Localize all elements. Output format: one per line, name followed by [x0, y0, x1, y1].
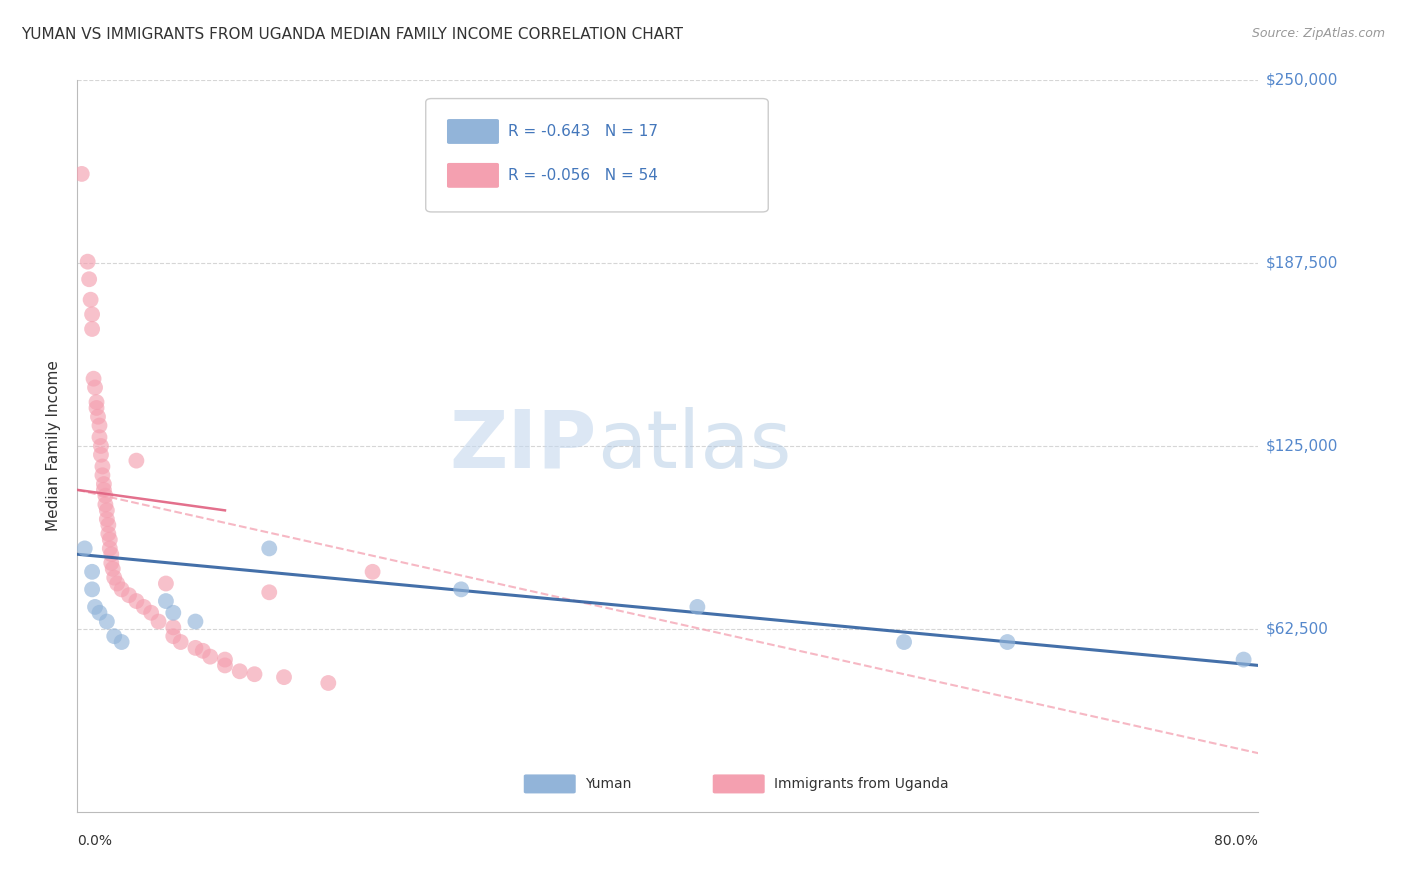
Point	[70, 167, 93, 181]
Point	[191, 644, 214, 658]
Point	[184, 640, 207, 655]
Point	[82, 565, 104, 579]
Point	[79, 293, 101, 307]
Point	[686, 599, 709, 614]
Point	[73, 541, 96, 556]
Point	[893, 635, 915, 649]
Point	[76, 254, 98, 268]
Point	[118, 588, 141, 602]
Point	[97, 526, 120, 541]
Text: R = -0.643   N = 17: R = -0.643 N = 17	[509, 124, 658, 139]
Point	[98, 541, 121, 556]
Point	[94, 489, 117, 503]
Point	[273, 670, 295, 684]
Point	[228, 665, 252, 679]
Point	[96, 503, 118, 517]
Point	[162, 620, 184, 634]
Point	[450, 582, 472, 597]
Point	[184, 615, 207, 629]
Point	[83, 372, 105, 386]
Text: $125,000: $125,000	[1265, 439, 1337, 453]
Point	[94, 498, 117, 512]
Point	[86, 395, 108, 409]
Text: Yuman: Yuman	[585, 777, 631, 791]
Point	[155, 576, 177, 591]
Point	[89, 418, 111, 433]
Point	[82, 307, 104, 321]
FancyBboxPatch shape	[524, 774, 575, 794]
Point	[89, 430, 111, 444]
Text: YUMAN VS IMMIGRANTS FROM UGANDA MEDIAN FAMILY INCOME CORRELATION CHART: YUMAN VS IMMIGRANTS FROM UGANDA MEDIAN F…	[21, 27, 683, 42]
Point	[148, 615, 170, 629]
Text: 80.0%: 80.0%	[1215, 834, 1258, 848]
Point	[90, 439, 112, 453]
Point	[259, 541, 281, 556]
Point	[96, 512, 118, 526]
Point	[91, 459, 114, 474]
Point	[997, 635, 1019, 649]
Point	[103, 571, 125, 585]
Point	[170, 635, 193, 649]
Point	[1233, 652, 1256, 666]
Point	[100, 556, 122, 570]
Point	[90, 448, 112, 462]
Text: $250,000: $250,000	[1265, 73, 1337, 87]
Point	[87, 409, 110, 424]
Point	[93, 477, 115, 491]
Point	[82, 322, 104, 336]
Point	[89, 606, 111, 620]
Point	[84, 380, 107, 394]
Point	[214, 658, 236, 673]
Text: $187,500: $187,500	[1265, 256, 1337, 270]
Point	[101, 562, 124, 576]
FancyBboxPatch shape	[447, 119, 499, 144]
Point	[91, 468, 114, 483]
Text: ZIP: ZIP	[450, 407, 598, 485]
Point	[84, 599, 107, 614]
Point	[162, 629, 184, 643]
Point	[77, 272, 100, 286]
Text: Source: ZipAtlas.com: Source: ZipAtlas.com	[1251, 27, 1385, 40]
Text: R = -0.056   N = 54: R = -0.056 N = 54	[509, 168, 658, 183]
Point	[155, 594, 177, 608]
Text: atlas: atlas	[598, 407, 792, 485]
Point	[111, 635, 132, 649]
Point	[82, 582, 104, 597]
Point	[259, 585, 281, 599]
Point	[97, 518, 120, 533]
Text: $62,500: $62,500	[1265, 622, 1329, 636]
FancyBboxPatch shape	[713, 774, 765, 794]
Y-axis label: Median Family Income: Median Family Income	[46, 360, 62, 532]
Point	[361, 565, 384, 579]
Point	[103, 629, 125, 643]
FancyBboxPatch shape	[426, 99, 768, 212]
Point	[318, 676, 340, 690]
Point	[93, 483, 115, 497]
Point	[98, 533, 121, 547]
Text: 0.0%: 0.0%	[77, 834, 112, 848]
Point	[243, 667, 266, 681]
Point	[214, 652, 236, 666]
Point	[200, 649, 222, 664]
Point	[125, 594, 148, 608]
Point	[100, 547, 122, 561]
Point	[111, 582, 132, 597]
Point	[141, 606, 163, 620]
Point	[105, 576, 128, 591]
FancyBboxPatch shape	[447, 163, 499, 188]
Text: Immigrants from Uganda: Immigrants from Uganda	[775, 777, 949, 791]
Point	[132, 599, 155, 614]
Point	[86, 401, 108, 415]
Point	[96, 615, 118, 629]
Point	[125, 453, 148, 467]
Point	[162, 606, 184, 620]
